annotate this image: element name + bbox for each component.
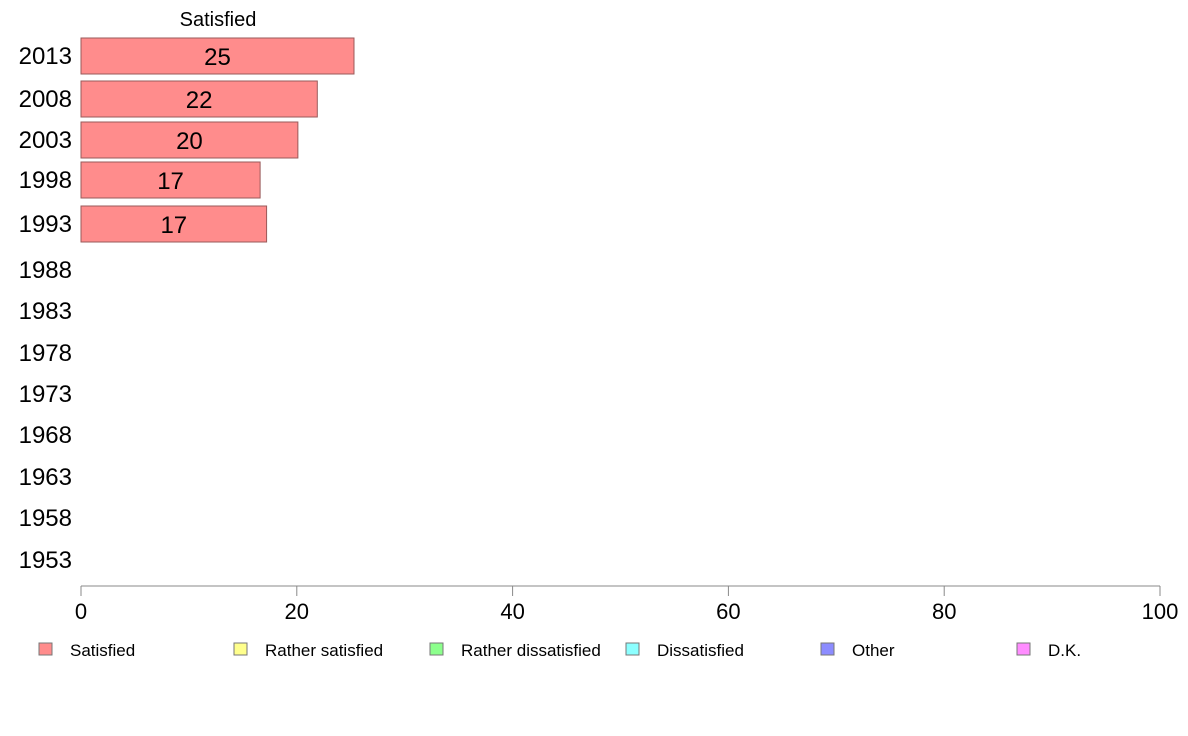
legend-label: Dissatisfied bbox=[657, 641, 744, 660]
legend-label: Satisfied bbox=[70, 641, 135, 660]
y-tick-label: 1988 bbox=[19, 257, 72, 284]
x-tick-label: 80 bbox=[932, 599, 956, 624]
y-tick-label: 1953 bbox=[19, 547, 72, 574]
legend: Satisfied Rather satisfied Rather dissatis… bbox=[38, 641, 1081, 660]
bars-group bbox=[80, 37, 355, 243]
bar-value-label: 25 bbox=[204, 44, 231, 71]
bar bbox=[80, 80, 318, 118]
x-tick-label: 40 bbox=[500, 599, 524, 624]
bar-labels-group: 25 22 20 17 17 bbox=[157, 44, 231, 239]
y-axis-labels: 2013 2008 2003 1998 1993 1988 1983 1978 1973 1968… bbox=[19, 43, 72, 574]
legend-swatch bbox=[233, 642, 248, 656]
y-tick-label: 1983 bbox=[19, 298, 72, 325]
series-header-label: Satisfied bbox=[180, 9, 257, 31]
legend-label: D.K. bbox=[1048, 641, 1081, 660]
x-tick-label: 100 bbox=[1142, 599, 1179, 624]
bar-value-label: 17 bbox=[157, 168, 184, 195]
y-tick-label: 1978 bbox=[19, 340, 72, 367]
legend-swatch bbox=[1016, 642, 1031, 656]
bar-value-label: 17 bbox=[160, 212, 187, 239]
y-tick-label: 2003 bbox=[19, 127, 72, 154]
y-tick-label: 1973 bbox=[19, 381, 72, 408]
y-tick-label: 1998 bbox=[19, 167, 72, 194]
legend-label: Rather satisfied bbox=[265, 641, 383, 660]
legend-swatch bbox=[820, 642, 835, 656]
y-tick-label: 2013 bbox=[19, 43, 72, 70]
y-tick-label: 2008 bbox=[19, 86, 72, 113]
bar-value-label: 20 bbox=[176, 128, 203, 155]
legend-swatch bbox=[38, 642, 53, 656]
bar-value-label: 22 bbox=[186, 87, 213, 114]
legend-label: Rather dissatisfied bbox=[461, 641, 601, 660]
x-tick-label: 60 bbox=[716, 599, 740, 624]
legend-swatch bbox=[429, 642, 444, 656]
y-tick-label: 1993 bbox=[19, 211, 72, 238]
bar bbox=[80, 37, 355, 75]
y-tick-label: 1968 bbox=[19, 422, 72, 449]
bar bbox=[80, 205, 268, 243]
x-tick-label: 20 bbox=[285, 599, 309, 624]
y-tick-label: 1958 bbox=[19, 505, 72, 532]
legend-label: Other bbox=[852, 641, 895, 660]
bar bbox=[80, 121, 299, 159]
y-tick-label: 1963 bbox=[19, 464, 72, 491]
x-axis: 0 20 40 60 80 100 bbox=[75, 585, 1179, 624]
legend-swatch bbox=[625, 642, 640, 656]
x-tick-label: 0 bbox=[75, 599, 87, 624]
bar bbox=[80, 161, 261, 199]
